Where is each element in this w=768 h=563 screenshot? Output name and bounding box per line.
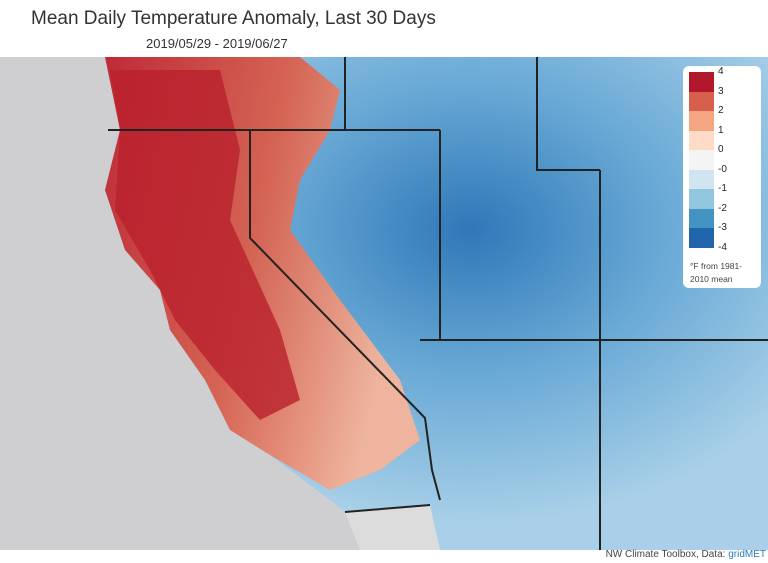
mexico (345, 505, 440, 550)
legend-tick: 4 (718, 66, 724, 77)
legend-swatch (689, 189, 714, 209)
legend-tick: -4 (718, 241, 727, 253)
state-borders (108, 57, 768, 550)
legend-tick: 2 (718, 105, 724, 116)
warm-core (110, 70, 300, 420)
legend-tick: -0 (718, 163, 727, 175)
legend-swatch (689, 150, 714, 170)
temperature-anomaly-map[interactable] (0, 57, 768, 550)
legend-swatch (689, 111, 714, 131)
legend-tick: 3 (718, 85, 724, 97)
legend-swatch (689, 72, 714, 92)
legend-swatch (689, 169, 714, 189)
credit: NW Climate Toolbox, Data: gridMET (606, 549, 766, 560)
credit-text: NW Climate Toolbox, Data: (605, 549, 729, 560)
legend-tick: -3 (718, 222, 727, 233)
legend-swatch (689, 228, 714, 248)
legend-swatch (689, 130, 714, 150)
gridmet-link[interactable]: gridMET (728, 549, 766, 560)
legend-tick: -1 (718, 183, 727, 194)
legend-tick: 1 (718, 124, 724, 136)
legend-tick: -2 (718, 202, 727, 214)
legend-swatch (689, 91, 714, 111)
map-title: Mean Daily Temperature Anomaly, Last 30 … (31, 8, 436, 29)
date-range: 2019/05/29 - 2019/06/27 (146, 36, 288, 51)
legend-tick: 0 (718, 144, 724, 155)
legend-swatch (689, 208, 714, 228)
legend-unit: °F from 1981-2010 mean (690, 261, 743, 284)
color-legend: 4 3 2 1 0 -0 -1 -2 -3 -4 °F from 1981-20… (683, 66, 761, 288)
